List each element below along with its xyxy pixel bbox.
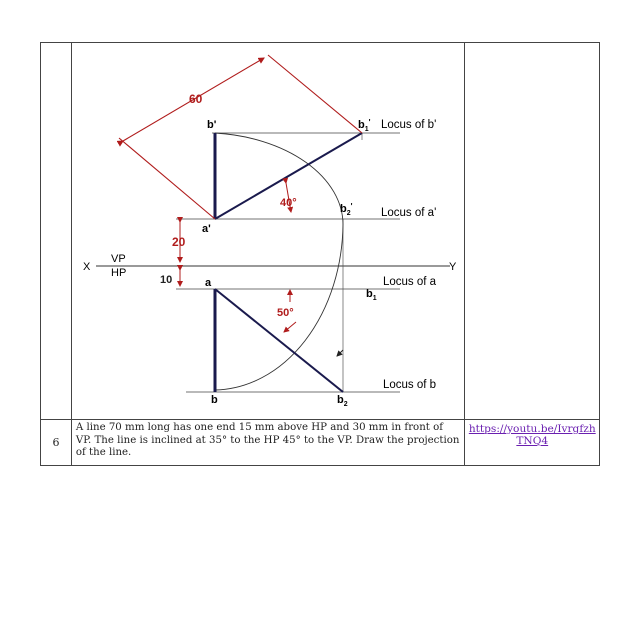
dim-10-label: 10 xyxy=(160,274,172,286)
figure-number-cell xyxy=(40,42,72,420)
top-view-true-length xyxy=(214,288,344,393)
point-b-prime: b' xyxy=(207,119,217,131)
point-a-prime: a' xyxy=(202,223,211,235)
angle-50-arrow-2 xyxy=(283,321,297,333)
video-link-cell: https://youtu.be/IvrgfzhTNQ4 xyxy=(464,419,600,466)
x-label: X xyxy=(83,261,91,273)
locus-b-label: Locus of b xyxy=(383,379,436,391)
dim-60-ext-1 xyxy=(118,137,216,220)
vp-label: VP xyxy=(111,253,126,265)
arc-arrow xyxy=(336,349,344,357)
point-a: a xyxy=(205,277,212,289)
question-text: A line 70 mm long has one end 15 mm abov… xyxy=(70,419,466,466)
angle-40-label: 40° xyxy=(280,197,297,209)
angle-50-label: 50° xyxy=(277,307,294,319)
point-b1-prime: b1' xyxy=(358,118,371,133)
dim-60-line xyxy=(116,57,265,147)
dim-60-ext-2 xyxy=(267,54,363,134)
point-b2-prime: b2' xyxy=(340,202,353,217)
dim-20-label: 20 xyxy=(172,235,186,249)
question-table: 6 A line 70 mm long has one end 15 mm ab… xyxy=(40,42,600,466)
arc-top-view xyxy=(214,223,344,391)
locus-a-prime-label: Locus of a' xyxy=(381,207,436,219)
arc-front-view xyxy=(214,132,344,225)
y-label: Y xyxy=(449,261,457,273)
video-link[interactable]: https://youtu.be/IvrgfzhTNQ4 xyxy=(468,423,596,447)
point-b1: b1 xyxy=(366,288,377,302)
angle-40-arc xyxy=(282,177,294,213)
locus-a-label: Locus of a xyxy=(383,276,437,288)
locus-b-prime-label: Locus of b' xyxy=(381,119,436,131)
front-view-true-length xyxy=(214,132,363,220)
point-b2: b2 xyxy=(337,394,348,408)
figure-link-cell xyxy=(464,42,600,420)
point-b: b xyxy=(211,394,218,406)
hp-label: HP xyxy=(111,267,126,279)
question-row: 6 A line 70 mm long has one end 15 mm ab… xyxy=(40,419,600,466)
dim-60-label: 60 xyxy=(189,92,203,106)
